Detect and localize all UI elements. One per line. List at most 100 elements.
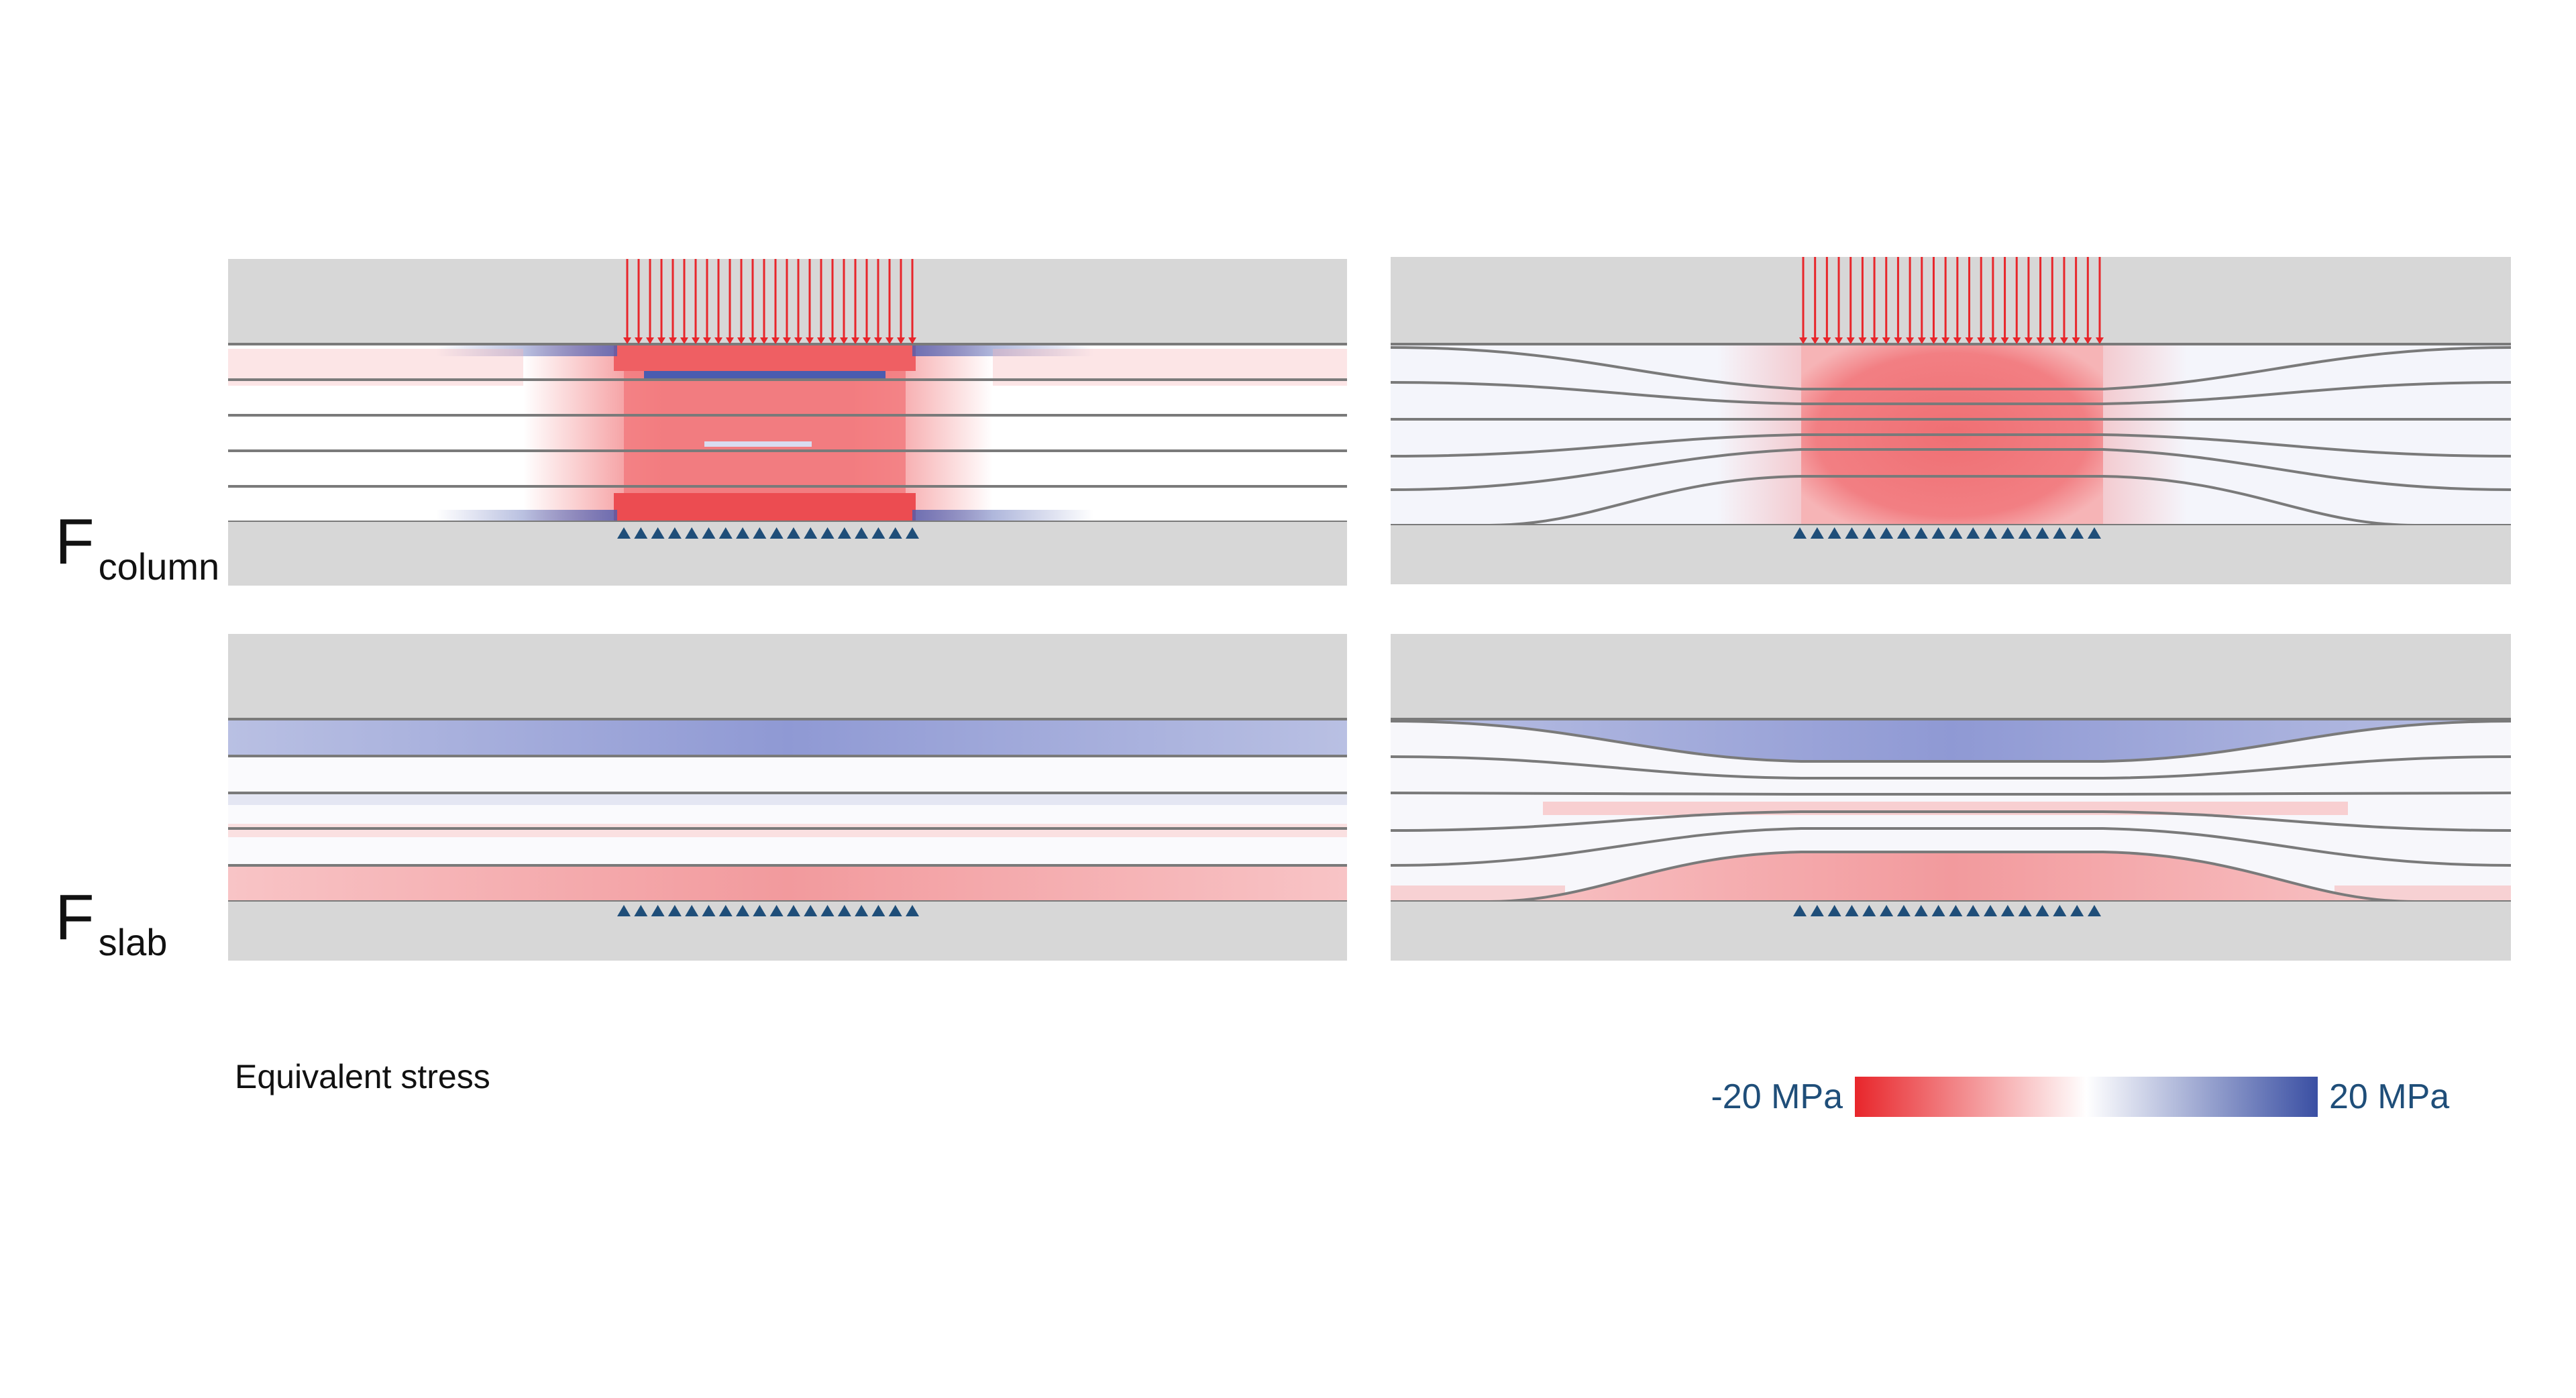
support-triangle [2000,527,2015,539]
support-triangle [2018,905,2032,916]
load-arrow-head [680,337,688,344]
row-label-slab-sub: slab [99,921,168,963]
support-triangle [804,527,818,539]
support-triangle [1845,527,1859,539]
scale-min-label: -20 MPa [1711,1077,1843,1116]
load-arrow-head [783,337,791,344]
support-triangle [1827,905,1841,916]
compression-band [1543,802,2348,815]
load-arrow-head [657,337,665,344]
load-arrow-head [1858,337,1867,344]
stress-zone-bottom [614,493,916,522]
support-triangle [634,527,648,539]
panel-column-right [1390,257,2512,584]
load-arrow-head [2096,337,2104,344]
load-arrow-head [771,337,780,344]
load-arrow-head [1953,337,1962,344]
support-triangle [888,905,902,916]
support-triangle [2035,905,2049,916]
load-arrow-head [874,337,882,344]
support-triangle [702,905,716,916]
support-triangle [1896,905,1911,916]
support-triangle [667,527,682,539]
support-triangle [1827,527,1841,539]
load-arrow-head [760,337,768,344]
support-triangles [617,527,919,539]
support-triangle [1984,527,1998,539]
support-triangle [855,527,869,539]
support-triangle [769,527,784,539]
load-arrow-head [2059,337,2068,344]
support-triangle [871,527,885,539]
support-triangle [1862,905,1876,916]
support-triangle [651,527,665,539]
load-arrow-head [703,337,711,344]
load-arrow-head [1835,337,1843,344]
support-triangle [1810,905,1824,916]
support-triangle [2070,527,2084,539]
layer-curves [1390,718,2512,903]
load-arrow-head [1870,337,1879,344]
panel-column-left [228,259,1347,586]
load-arrow-head [1965,337,1974,344]
load-arrow-head [806,337,814,344]
row-label-slab-main: F [55,881,95,953]
support-triangle [906,527,919,539]
load-arrow-head [1906,337,1915,344]
tension-left-bottom [436,510,617,522]
stress-zone-top [614,344,916,371]
load-arrow-head [692,337,700,344]
tension-left-top [436,344,617,356]
support-triangle [837,527,851,539]
support-triangle [2070,905,2084,916]
bottom-block [1391,902,2511,961]
support-triangle [1966,905,1980,916]
load-arrow-head [1988,337,1997,344]
support-triangle [1810,527,1824,539]
load-arrow-head [1846,337,1855,344]
load-arrow-head [737,337,745,344]
support-triangles [617,905,919,916]
support-triangle [837,905,851,916]
support-triangle [1880,905,1894,916]
load-arrow-head [1941,337,1950,344]
support-triangle [718,527,733,539]
support-triangle [1862,527,1876,539]
load-arrow-head [863,337,871,344]
row-label-column-sub: column [99,545,220,588]
load-arrow-head [646,337,654,344]
support-triangle [702,527,716,539]
load-arrow-head [635,337,643,344]
top-block [228,634,1347,719]
support-triangle [1914,527,1928,539]
load-arrow-head [851,337,859,344]
load-arrow-head [840,337,848,344]
support-triangle [667,905,682,916]
support-triangle [1880,527,1894,539]
tension-right-top [912,344,1093,356]
load-arrow-head [2024,337,2033,344]
support-triangle [820,527,835,539]
support-triangle [786,905,800,916]
support-triangle [685,527,699,539]
support-triangle [1914,905,1928,916]
top-block [1391,634,2511,719]
support-triangle [2053,527,2067,539]
support-triangle [2035,527,2049,539]
bottom-block [1391,525,2511,584]
support-triangle [753,905,767,916]
support-triangle [1949,905,1963,916]
tension-right-bottom [912,510,1093,522]
row-label-column-main: F [55,506,95,578]
support-triangle [651,905,665,916]
color-scale-bar [1855,1077,2318,1117]
load-arrow-head [1823,337,1831,344]
compression-layer [1489,852,2415,902]
support-triangle [855,905,869,916]
panel-slab-left [228,634,1347,961]
support-triangles [1793,905,2101,916]
support-triangle [2088,527,2101,539]
